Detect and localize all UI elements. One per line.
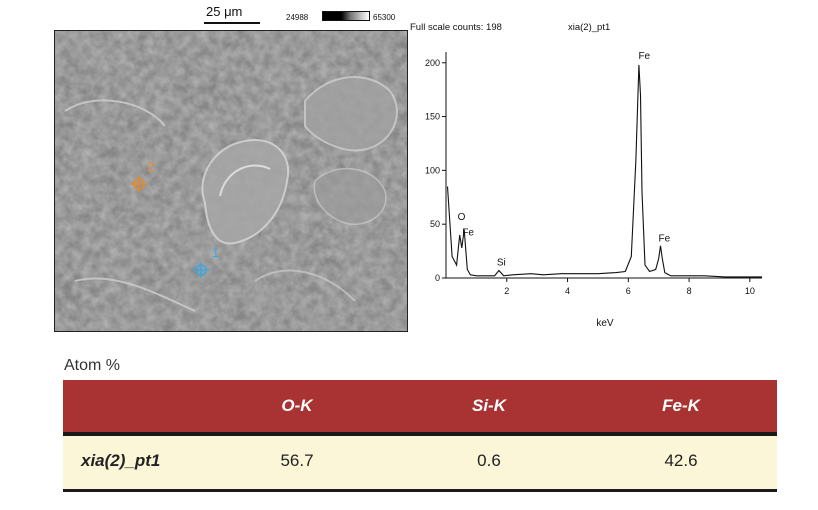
spectrum-series-line [446,64,762,278]
scale-bar-label: 25 μm [206,4,243,19]
x-tick-label: 4 [565,286,570,296]
y-tick-label: 0 [435,273,440,283]
peak-label: Fe [659,234,671,245]
contrast-gradient [322,11,370,21]
peak-label: Si [497,257,506,268]
y-tick-label: 150 [425,112,440,122]
table-header-cell: O-K [281,396,313,415]
table-title: Atom % [64,357,121,374]
chart-full-scale-counts: Full scale counts: 198 [410,22,502,33]
sem-marker-1-label: 1 [212,245,219,260]
eds-spectrum-chart: Full scale counts: 198 xia(2)_pt1 0 50 100… [410,22,762,329]
peak-label: Fe [638,51,650,62]
x-tick-label: 8 [687,286,692,296]
chart-ticks: 0 50 100 150 200 2 4 6 8 10 [425,58,755,296]
peak-label: O [458,212,466,223]
x-tick-label: 6 [626,286,631,296]
y-tick-label: 200 [425,58,440,68]
table-row-name: xia(2)_pt1 [81,451,161,470]
table-header-cell: Si-K [472,396,506,415]
chart-axes [445,52,762,279]
chart-title: xia(2)_pt1 [568,22,610,33]
table-cell: 0.6 [477,451,501,470]
sem-image-canvas: 2 1 [55,31,407,331]
sem-marker-2-label: 2 [147,159,154,174]
peak-labels: O Fe Si Fe Fe [458,51,671,269]
y-tick-label: 50 [430,219,440,229]
table-bottom-rule [63,489,777,492]
table-cell: 56.7 [280,451,314,470]
atom-percent-table: O-K Si-K Fe-K xia(2)_pt1 56.7 0.6 42.6 [63,380,777,490]
y-tick-label: 100 [425,165,440,175]
table-row: xia(2)_pt1 56.7 0.6 42.6 [63,432,777,490]
sem-marker-1[interactable]: 1 [193,245,219,278]
sem-marker-2[interactable]: 2 [131,159,154,192]
x-tick-label: 2 [504,286,509,296]
chart-x-axis-label: keV [596,318,614,329]
table-header-rule [63,432,777,436]
table-header-row: O-K Si-K Fe-K [63,380,777,432]
peak-label: Fe [462,227,474,238]
table-header-cell [63,380,201,432]
table-header-cell: Fe-K [662,396,700,415]
contrast-min-value: 24988 [286,13,309,22]
scale-bar [204,22,260,24]
contrast-max-value: 65300 [373,13,396,22]
sem-image: 2 1 [54,30,408,332]
table-cell: 42.6 [664,451,698,470]
x-tick-label: 10 [745,286,755,296]
